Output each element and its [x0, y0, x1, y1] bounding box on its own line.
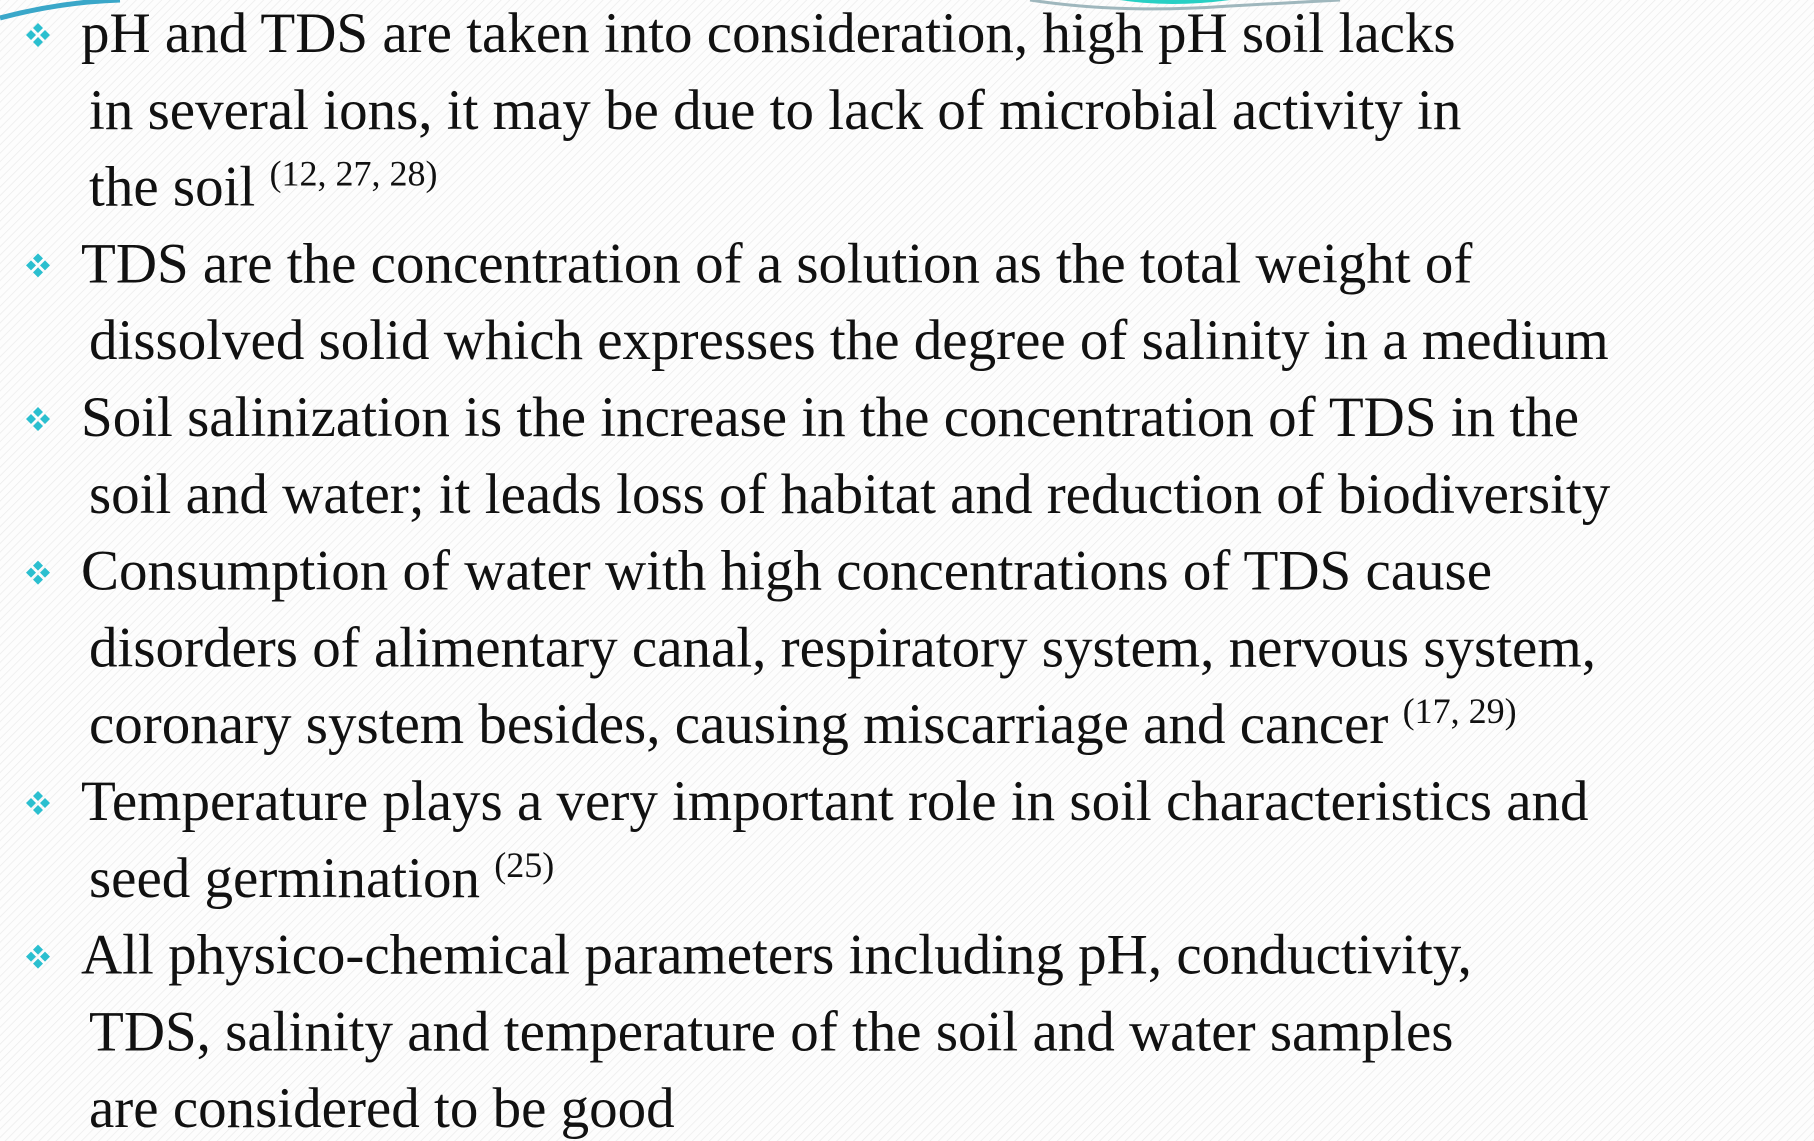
bullet-text-line: are considered to be good [89, 1077, 675, 1140]
citation: (12, 27, 28) [270, 154, 438, 194]
line-text: in several ions, it may be due to lack o… [89, 79, 1461, 142]
bullet-text-line: soil and water; it leads loss of habitat… [89, 463, 1611, 526]
bullet-item: TDS are the concentration of a solution … [26, 232, 1609, 372]
line-text: TDS, salinity and temperature of the soi… [89, 1000, 1453, 1063]
line-text: seed germination [89, 847, 480, 910]
line-text: the soil [89, 156, 255, 219]
bullet-text-line: coronary system besides, causing miscarr… [89, 691, 1517, 756]
bullet-text-line: dissolved solid which expresses the degr… [89, 309, 1609, 372]
line-text: Soil salinization is the increase in the… [81, 386, 1579, 449]
bullet-text-line: Soil salinization is the increase in the… [81, 386, 1579, 449]
bullet-text-line: disorders of alimentary canal, respirato… [89, 616, 1596, 679]
bullet-item: Soil salinization is the increase in the… [26, 386, 1611, 526]
line-text: disorders of alimentary canal, respirato… [89, 616, 1596, 679]
bullet-item: Consumption of water with high concentra… [26, 540, 1596, 756]
line-text: dissolved solid which expresses the degr… [89, 309, 1609, 372]
citation: (17, 29) [1403, 691, 1517, 731]
line-text: are considered to be good [89, 1077, 675, 1140]
citation: (25) [494, 845, 554, 885]
bullet-text-line: in several ions, it may be due to lack o… [89, 79, 1461, 142]
bullet-list: pH and TDS are taken into consideration,… [26, 2, 1611, 1140]
line-text: Consumption of water with high concentra… [81, 540, 1492, 603]
bullet-text-line: TDS are the concentration of a solution … [81, 232, 1472, 295]
line-text: coronary system besides, causing miscarr… [89, 693, 1388, 756]
bullet-item: All physico-chemical parameters includin… [26, 924, 1472, 1140]
line-text: All physico-chemical parameters includin… [81, 924, 1472, 987]
line-text: pH and TDS are taken into consideration,… [81, 2, 1456, 65]
line-text: TDS are the concentration of a solution … [81, 232, 1472, 295]
bullet-text-line: TDS, salinity and temperature of the soi… [89, 1000, 1453, 1063]
bullet-text-line: Consumption of water with high concentra… [81, 540, 1492, 603]
bullet-text-line: the soil (12, 27, 28) [89, 154, 437, 219]
bullet-text-line: All physico-chemical parameters includin… [81, 924, 1472, 987]
line-text: Temperature plays a very important role … [81, 770, 1589, 833]
bullet-text-line: Temperature plays a very important role … [81, 770, 1589, 833]
bullet-item: Temperature plays a very important role … [26, 770, 1589, 910]
bullet-text-line: seed germination (25) [89, 845, 554, 910]
bullet-text-line: pH and TDS are taken into consideration,… [81, 2, 1456, 65]
line-text: soil and water; it leads loss of habitat… [89, 463, 1611, 526]
bullet-item: pH and TDS are taken into consideration,… [26, 2, 1461, 219]
top-decoration [0, 0, 1341, 21]
